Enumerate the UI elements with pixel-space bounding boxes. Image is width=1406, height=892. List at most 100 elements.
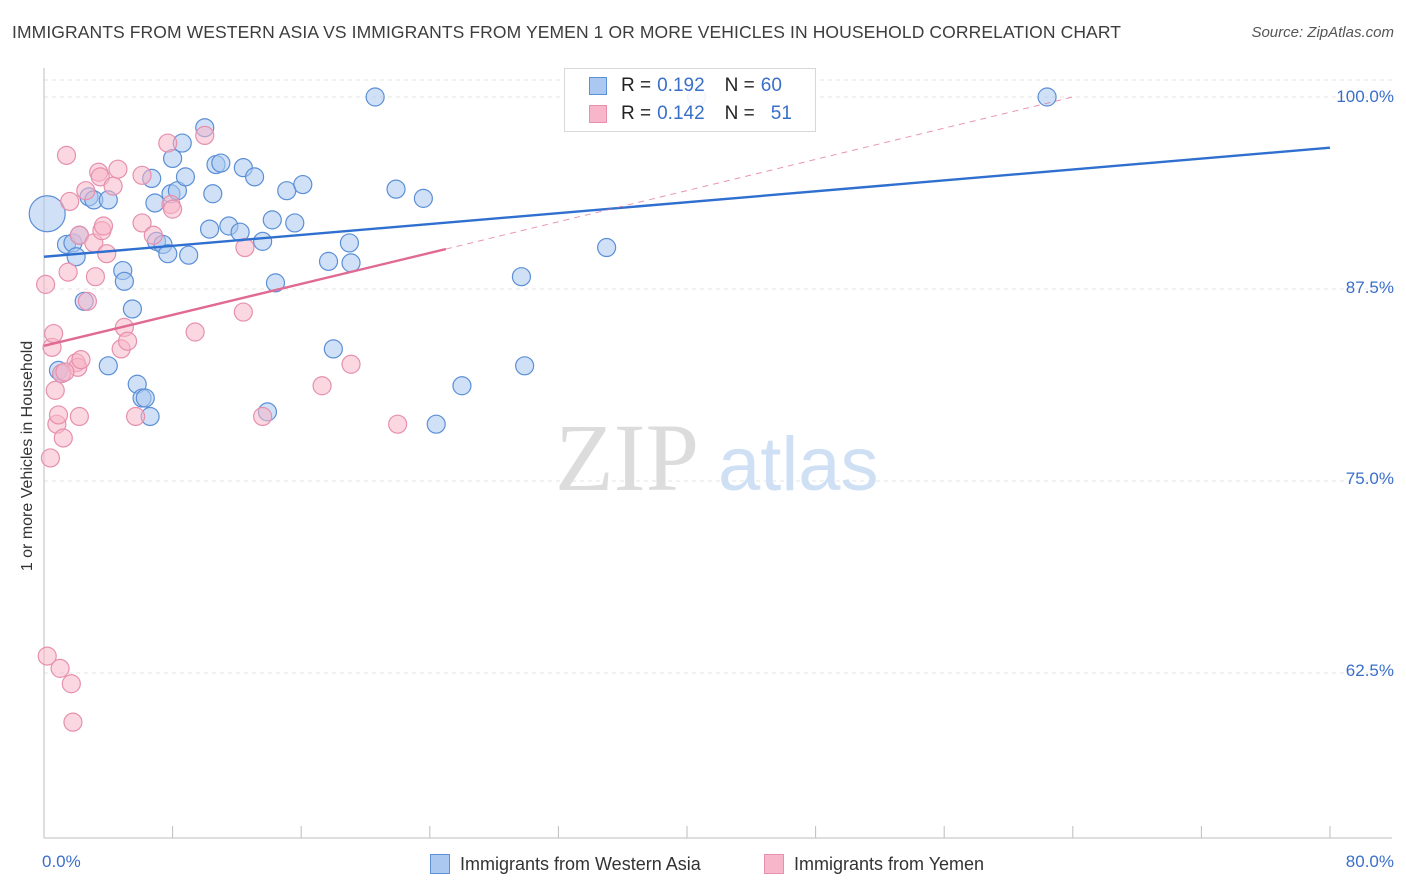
scatter-point <box>203 184 223 204</box>
legend-label: Immigrants from Yemen <box>794 853 985 874</box>
scatter-point <box>388 414 408 434</box>
scatter-point <box>413 188 433 208</box>
legend-row-yemen: R = 0.142 N = 51 <box>589 101 792 127</box>
scatter-point <box>66 247 86 267</box>
scatter-point <box>108 159 128 179</box>
legend-label: Immigrants from Western Asia <box>460 853 701 874</box>
scatter-point <box>285 213 305 233</box>
legend-swatch-pink <box>764 854 784 874</box>
scatter-point <box>76 181 96 201</box>
scatter-point <box>597 237 617 258</box>
scatter-point <box>143 225 163 245</box>
legend-r-label: R = <box>621 103 652 124</box>
scatter-point <box>163 199 183 219</box>
bottom-legend-western-asia: Immigrants from Western Asia <box>430 852 701 876</box>
series-yemen-points <box>36 125 408 732</box>
scatter-point <box>158 244 178 264</box>
legend-n-value: 60 <box>760 75 782 96</box>
scatter-point <box>132 213 152 233</box>
scatter-point <box>293 174 313 195</box>
scatter-point <box>36 274 56 294</box>
scatter-point <box>37 646 57 666</box>
scatter-point <box>312 376 332 396</box>
scatter-point <box>339 233 360 253</box>
scatter-point <box>1037 87 1057 107</box>
scatter-point <box>158 133 178 153</box>
scatter-point <box>69 406 89 427</box>
bottom-legend-yemen: Immigrants from Yemen <box>764 852 984 876</box>
scatter-point <box>365 87 385 107</box>
y-tick-label: 87.5% <box>1345 278 1394 297</box>
scatter-point <box>48 405 69 425</box>
scatter-point <box>58 262 78 282</box>
scatter-point <box>85 267 106 287</box>
scatter-point <box>44 323 64 344</box>
scatter-point <box>244 167 265 187</box>
legend-row-western-asia: R = 0.192 N = 60 <box>589 73 782 99</box>
scatter-point <box>386 179 406 199</box>
legend-n-value: 51 <box>770 103 792 124</box>
watermark: ZIP atlas <box>555 404 879 511</box>
scatter-point <box>103 176 123 196</box>
scatter-point <box>145 193 165 213</box>
legend-r-value: 0.142 <box>657 103 705 124</box>
watermark-zip: ZIP <box>555 404 699 511</box>
scatter-point <box>63 712 83 732</box>
scatter-point <box>98 356 118 376</box>
scatter-point <box>53 428 73 448</box>
scatter-point <box>341 354 361 374</box>
scatter-point <box>185 322 205 342</box>
scatter-point <box>199 219 220 239</box>
trend-lines <box>43 96 1331 347</box>
y-tick-label: 75.0% <box>1345 469 1394 488</box>
y-tick-label: 100.0% <box>1336 87 1394 106</box>
scatter-point <box>61 674 81 694</box>
scatter-point <box>122 299 143 319</box>
scatter-point <box>511 267 532 287</box>
trend-line-yemen <box>43 247 447 347</box>
scatter-point <box>515 356 535 376</box>
scatter-point <box>175 167 196 187</box>
scatter-point <box>60 191 80 212</box>
watermark-atlas: atlas <box>718 422 879 507</box>
scatter-point <box>262 210 282 230</box>
legend-n-label: N = <box>724 103 755 124</box>
x-tick-label-min: 0.0% <box>42 852 81 871</box>
series-western-asia-points <box>28 87 1057 434</box>
scatter-point <box>55 362 75 382</box>
scatter-point <box>323 339 343 359</box>
scatter-point <box>97 244 117 264</box>
legend-r-label: R = <box>621 75 652 96</box>
trend-line-yemen-extension <box>445 96 1073 250</box>
scatter-point <box>179 245 199 265</box>
scatter-point <box>211 153 231 173</box>
scatter-point <box>28 195 66 233</box>
scatter-point <box>50 658 70 678</box>
scatter-point <box>195 125 215 145</box>
scatter-point <box>253 231 273 251</box>
scatter-point <box>452 376 472 396</box>
scatter-point <box>426 414 446 434</box>
scatter-point <box>77 291 98 311</box>
scatter-point <box>71 350 91 370</box>
scatter-point <box>56 145 77 165</box>
chart-title: IMMIGRANTS FROM WESTERN ASIA VS IMMIGRAN… <box>12 22 1122 42</box>
legend-r-value: 0.192 <box>657 75 705 96</box>
scatter-point <box>126 406 146 427</box>
scatter-point <box>132 165 152 185</box>
scatter-point <box>117 331 138 351</box>
trend-line-western-asia <box>43 146 1331 258</box>
scatter-point <box>135 388 155 408</box>
source-label: Source: ZipAtlas.com <box>1251 24 1394 41</box>
y-tick-label: 62.5% <box>1345 661 1394 680</box>
scatter-point <box>93 216 114 236</box>
scatter-point <box>233 302 253 322</box>
correlation-legend: R = 0.192 N = 60 R = 0.142 N = 51 <box>564 68 816 132</box>
scatter-point <box>318 251 339 271</box>
scatter-point <box>114 271 134 291</box>
scatter-point <box>265 273 286 293</box>
legend-n-label: N = <box>724 75 755 96</box>
legend-swatch-pink <box>589 105 607 123</box>
legend-swatch-blue <box>589 77 607 95</box>
